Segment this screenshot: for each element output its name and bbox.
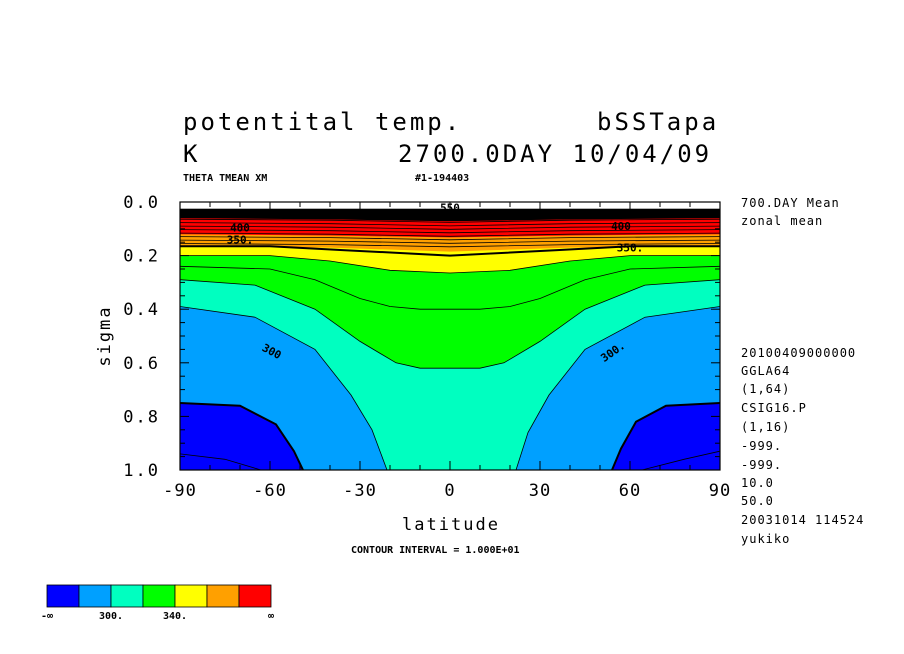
contour-line [180, 218, 720, 223]
contour-line [515, 306, 720, 470]
colorbar-swatch [46, 584, 80, 608]
plot-title: potentital temp. [183, 108, 463, 136]
colorbar-swatch [238, 584, 272, 608]
side-info-line: 20031014 114524 [741, 513, 865, 527]
range-label: #1-194403 [415, 173, 470, 184]
contour-line [180, 279, 720, 369]
contour-line [180, 239, 720, 244]
side-info-line: 50.0 [741, 494, 774, 508]
contour-label: 350. [227, 234, 254, 247]
run-name: bSSTapa [597, 108, 720, 136]
zonal-label: zonal mean [741, 214, 824, 228]
colorbar-swatch [110, 584, 144, 608]
x-tick-label: -90 [163, 481, 197, 501]
y-tick-label: 0.6 [123, 354, 160, 374]
x-tick-label: 0 [444, 481, 455, 501]
contour-line [180, 232, 720, 237]
colorbar-swatch [206, 584, 240, 608]
contour-line [611, 402, 720, 470]
contour-line [180, 222, 720, 227]
side-info-line: 20100409000000 [741, 346, 857, 360]
time-label: 2700.0DAY 10/04/09 [398, 140, 713, 168]
x-tick-label: 90 [709, 481, 731, 501]
colorbar-label: 340. [163, 611, 187, 622]
x-tick-label: -30 [343, 481, 377, 501]
x-tick-label: 60 [619, 481, 641, 501]
x-axis-label: latitude [402, 515, 500, 535]
contour-interval: CONTOUR INTERVAL = 1.000E+01 [351, 545, 520, 556]
contour-line [180, 402, 304, 470]
y-axis-label: sigma [95, 305, 115, 366]
contour-line [180, 243, 720, 248]
contour-line [180, 236, 720, 241]
contour-label: 350. [617, 242, 644, 255]
colorbar-label: 300. [99, 611, 123, 622]
y-tick-label: 0.4 [123, 300, 160, 320]
side-info-line: -999. [741, 439, 783, 453]
contour-line [180, 225, 720, 230]
colorbar-label: -∞ [41, 611, 53, 622]
contour-line [180, 215, 720, 220]
contour-line [180, 265, 720, 310]
contour-label: 400 [611, 220, 631, 233]
x-tick-label: -60 [253, 481, 287, 501]
colorbar-swatch [78, 584, 112, 608]
contour-line [180, 255, 720, 274]
contour-line [180, 306, 388, 470]
y-tick-label: 0.2 [123, 247, 160, 267]
side-info-line: yukiko [741, 532, 791, 546]
units-label: K [183, 140, 201, 168]
colorbar-swatch [142, 584, 176, 608]
side-info-line: (1,64) [741, 382, 791, 396]
contour-line [180, 245, 720, 257]
variable-label: THETA TMEAN XM [183, 173, 268, 184]
side-info-line: GGLA64 [741, 364, 791, 378]
side-info-line: CSIG16.P [741, 401, 807, 415]
y-tick-label: 0.0 [123, 193, 160, 213]
mean-label: 700.DAY Mean [741, 196, 840, 210]
colorbar-label: ∞ [268, 611, 274, 622]
x-tick-label: 30 [529, 481, 551, 501]
colorbar-swatch [174, 584, 208, 608]
contour-line [641, 450, 720, 470]
y-tick-label: 1.0 [123, 461, 160, 481]
side-info-line: (1,16) [741, 420, 791, 434]
contour-label: 400 [230, 221, 250, 234]
contour-line [180, 453, 262, 470]
y-tick-label: 0.8 [123, 407, 160, 427]
contour-line [180, 229, 720, 234]
side-info-line: -999. [741, 458, 783, 472]
side-info-line: 10.0 [741, 476, 774, 490]
